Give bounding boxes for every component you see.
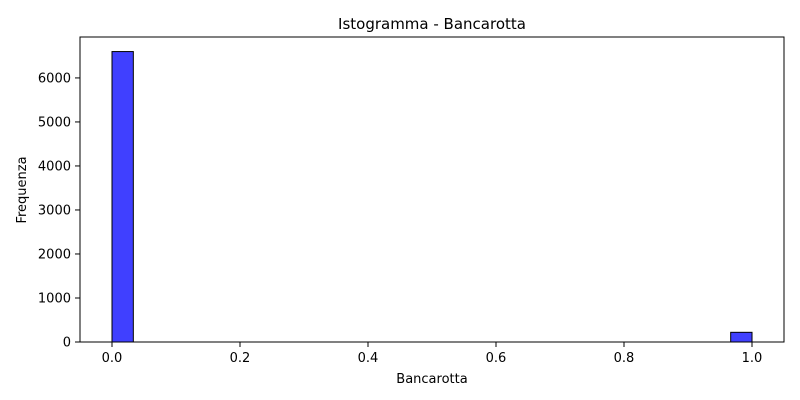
y-axis-ticks: 0 1000 2000 3000 4000 5000 6000 [38,71,80,351]
histogram-bar [111,51,134,343]
y-tick-label: 2000 [38,247,71,262]
chart-title: Istogramma - Bancarotta [338,15,526,33]
y-tick-label: 3000 [38,203,71,218]
x-tick-label: 0.0 [102,351,123,366]
histogram-bar [730,331,753,343]
x-axis-ticks: 0.0 0.2 0.4 0.6 0.8 1.0 [102,342,763,366]
y-tick-label: 4000 [38,159,71,174]
y-tick-label: 5000 [38,115,71,130]
y-tick-label: 6000 [38,71,71,86]
x-axis-label: Bancarotta [396,372,467,387]
bars-group [111,51,753,343]
plot-frame [79,36,785,343]
y-tick-label: 0 [63,336,71,351]
x-tick-label: 0.6 [486,351,507,366]
y-axis-label: Frequenza [15,156,30,223]
x-tick-label: 0.2 [230,351,251,366]
x-tick-label: 0.4 [358,351,379,366]
x-tick-label: 0.8 [614,351,635,366]
x-tick-label: 1.0 [742,351,763,366]
y-tick-label: 1000 [38,291,71,306]
